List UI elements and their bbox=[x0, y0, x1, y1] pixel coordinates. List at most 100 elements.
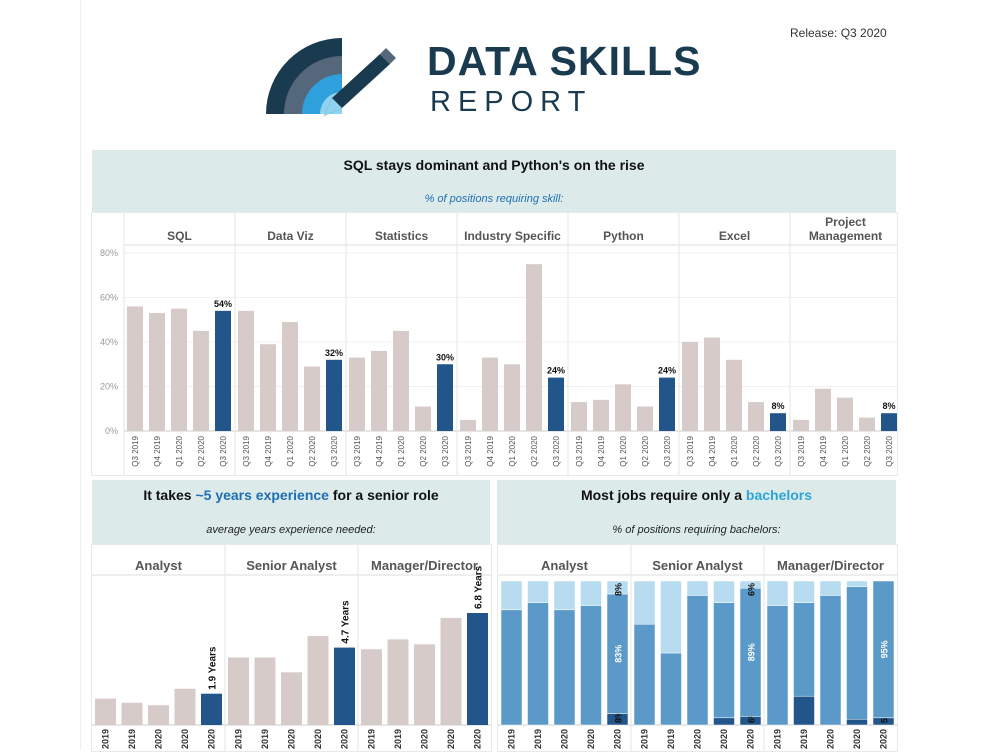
bar bbox=[467, 613, 488, 725]
x-tick-label: Q1 2020 bbox=[397, 435, 406, 466]
x-tick-label: Q2 2020 bbox=[308, 435, 317, 466]
x-tick-label: Q4 2019 bbox=[708, 435, 717, 466]
group-label: Analyst bbox=[135, 558, 183, 573]
x-tick-label: Q3 2020 bbox=[552, 435, 561, 466]
logo-mark-icon bbox=[266, 38, 396, 116]
bar bbox=[238, 310, 254, 431]
bar bbox=[171, 308, 187, 431]
experience-panel-title: It takes ~5 years experience for a senio… bbox=[92, 487, 490, 503]
bar bbox=[548, 377, 564, 431]
x-tick-label: 2019 bbox=[533, 729, 543, 749]
x-tick-label: Q3 2020 bbox=[774, 435, 783, 466]
x-tick-label: 2020 bbox=[693, 729, 703, 749]
bar bbox=[770, 413, 786, 431]
stacked-bar-segment bbox=[713, 602, 735, 719]
stacked-bar-segment bbox=[633, 580, 656, 625]
x-tick-label: Q3 2019 bbox=[131, 435, 140, 466]
group-label: Manager/Director bbox=[777, 558, 884, 573]
bar-value-label: 8% bbox=[614, 583, 624, 596]
x-tick-label: Q1 2020 bbox=[730, 435, 739, 466]
x-tick-label: Q1 2020 bbox=[286, 435, 295, 466]
stacked-bar-segment bbox=[793, 580, 815, 603]
x-tick-label: Q2 2020 bbox=[419, 435, 428, 466]
stacked-bar-segment bbox=[872, 580, 895, 719]
y-tick-label: 0% bbox=[105, 426, 118, 436]
bar bbox=[201, 693, 222, 725]
bar bbox=[682, 342, 698, 431]
x-tick-label: Q2 2020 bbox=[641, 435, 650, 466]
bar-value-label: 24% bbox=[658, 366, 676, 376]
bar bbox=[228, 657, 249, 725]
bar-value-label: 54% bbox=[214, 299, 232, 309]
bar bbox=[254, 657, 276, 725]
bar bbox=[127, 306, 143, 431]
group-label: Python bbox=[603, 229, 644, 243]
logo-subtitle: REPORT bbox=[430, 86, 593, 118]
bar bbox=[361, 649, 382, 725]
x-tick-label: 2019 bbox=[234, 729, 244, 749]
bar bbox=[193, 330, 209, 431]
logo: DATA SKILLS REPORT bbox=[262, 34, 732, 124]
stacked-bar-segment bbox=[793, 602, 815, 697]
bar-value-label: 32% bbox=[325, 348, 343, 358]
bar bbox=[215, 310, 231, 431]
bar bbox=[637, 406, 653, 431]
y-tick-label: 80% bbox=[100, 248, 118, 258]
group-label: Excel bbox=[719, 229, 750, 243]
x-tick-label: Q4 2019 bbox=[597, 435, 606, 466]
x-tick-label: Q2 2020 bbox=[863, 435, 872, 466]
bar bbox=[121, 702, 143, 725]
experience-chart: Analyst 2019 2019 2020 2020 1.9 Years 2020 Seni… bbox=[92, 545, 491, 751]
stacked-bar-segment bbox=[713, 580, 735, 603]
bachelors-panel-subtitle: % of positions requiring bachelors: bbox=[612, 524, 781, 536]
x-tick-label: 2020 bbox=[586, 729, 596, 749]
x-tick-label: 2020 bbox=[154, 729, 164, 749]
bar bbox=[859, 417, 875, 431]
experience-panel-header: It takes ~5 years experience for a senio… bbox=[92, 480, 490, 544]
bar-value-label: 95% bbox=[880, 640, 890, 658]
x-tick-label: Q4 2019 bbox=[264, 435, 273, 466]
bar bbox=[571, 402, 587, 431]
page-edge bbox=[80, 0, 81, 750]
x-tick-label: 2019 bbox=[799, 729, 809, 749]
bar-value-label: 8% bbox=[771, 401, 784, 411]
group-label: Data Viz bbox=[267, 229, 313, 243]
x-tick-label: 2019 bbox=[101, 729, 111, 749]
x-tick-label: 2020 bbox=[826, 729, 836, 749]
x-tick-label: Q3 2019 bbox=[575, 435, 584, 466]
stacked-bar-segment bbox=[553, 580, 576, 611]
bar-value-label: 8% bbox=[614, 710, 624, 723]
bar bbox=[307, 636, 329, 725]
skills-panel-title: SQL stays dominant and Python's on the r… bbox=[343, 157, 645, 173]
experience-title-pre: It takes bbox=[143, 487, 196, 503]
bar bbox=[304, 366, 320, 431]
x-tick-label: Q2 2020 bbox=[197, 435, 206, 466]
x-tick-label: 2020 bbox=[340, 729, 350, 749]
bar-value-label: 89% bbox=[747, 643, 757, 661]
bar bbox=[174, 688, 196, 725]
x-tick-label: 2020 bbox=[420, 729, 430, 749]
stacked-bar-segment bbox=[660, 580, 682, 654]
x-tick-label: 2020 bbox=[207, 729, 217, 749]
bachelors-panel-header: Most jobs require only a bachelors % of … bbox=[497, 480, 896, 544]
bar bbox=[260, 344, 276, 431]
x-tick-label: Q4 2019 bbox=[819, 435, 828, 466]
x-tick-label: Q1 2020 bbox=[508, 435, 517, 466]
stacked-bar-segment bbox=[819, 595, 842, 726]
x-tick-label: 2020 bbox=[746, 729, 756, 749]
bar bbox=[371, 350, 387, 431]
bar bbox=[704, 337, 720, 431]
bar bbox=[526, 264, 542, 431]
x-tick-label: 2019 bbox=[666, 729, 676, 749]
stacked-bar-segment bbox=[580, 605, 602, 726]
bachelors-chart-area: Analyst 2019 2019 2020 2020 8% 83% 8% 2020 Senior… bbox=[497, 544, 898, 752]
group-label: Manager/Director bbox=[371, 558, 478, 573]
x-tick-label: Q2 2020 bbox=[752, 435, 761, 466]
skills-chart: 0% 20% 40% 60% 80% SQL Q3 2019 Q4 2019 Q1 2020 Q2… bbox=[100, 213, 902, 475]
skills-chart-area: 0% 20% 40% 60% 80% SQL Q3 2019 Q4 2019 Q1 2020 Q2… bbox=[91, 212, 902, 476]
x-tick-label: Q4 2019 bbox=[375, 435, 384, 466]
stacked-bar-segment bbox=[766, 605, 789, 726]
stacked-bar-segment bbox=[766, 580, 789, 606]
bar bbox=[414, 644, 435, 725]
x-tick-label: 2020 bbox=[852, 729, 862, 749]
